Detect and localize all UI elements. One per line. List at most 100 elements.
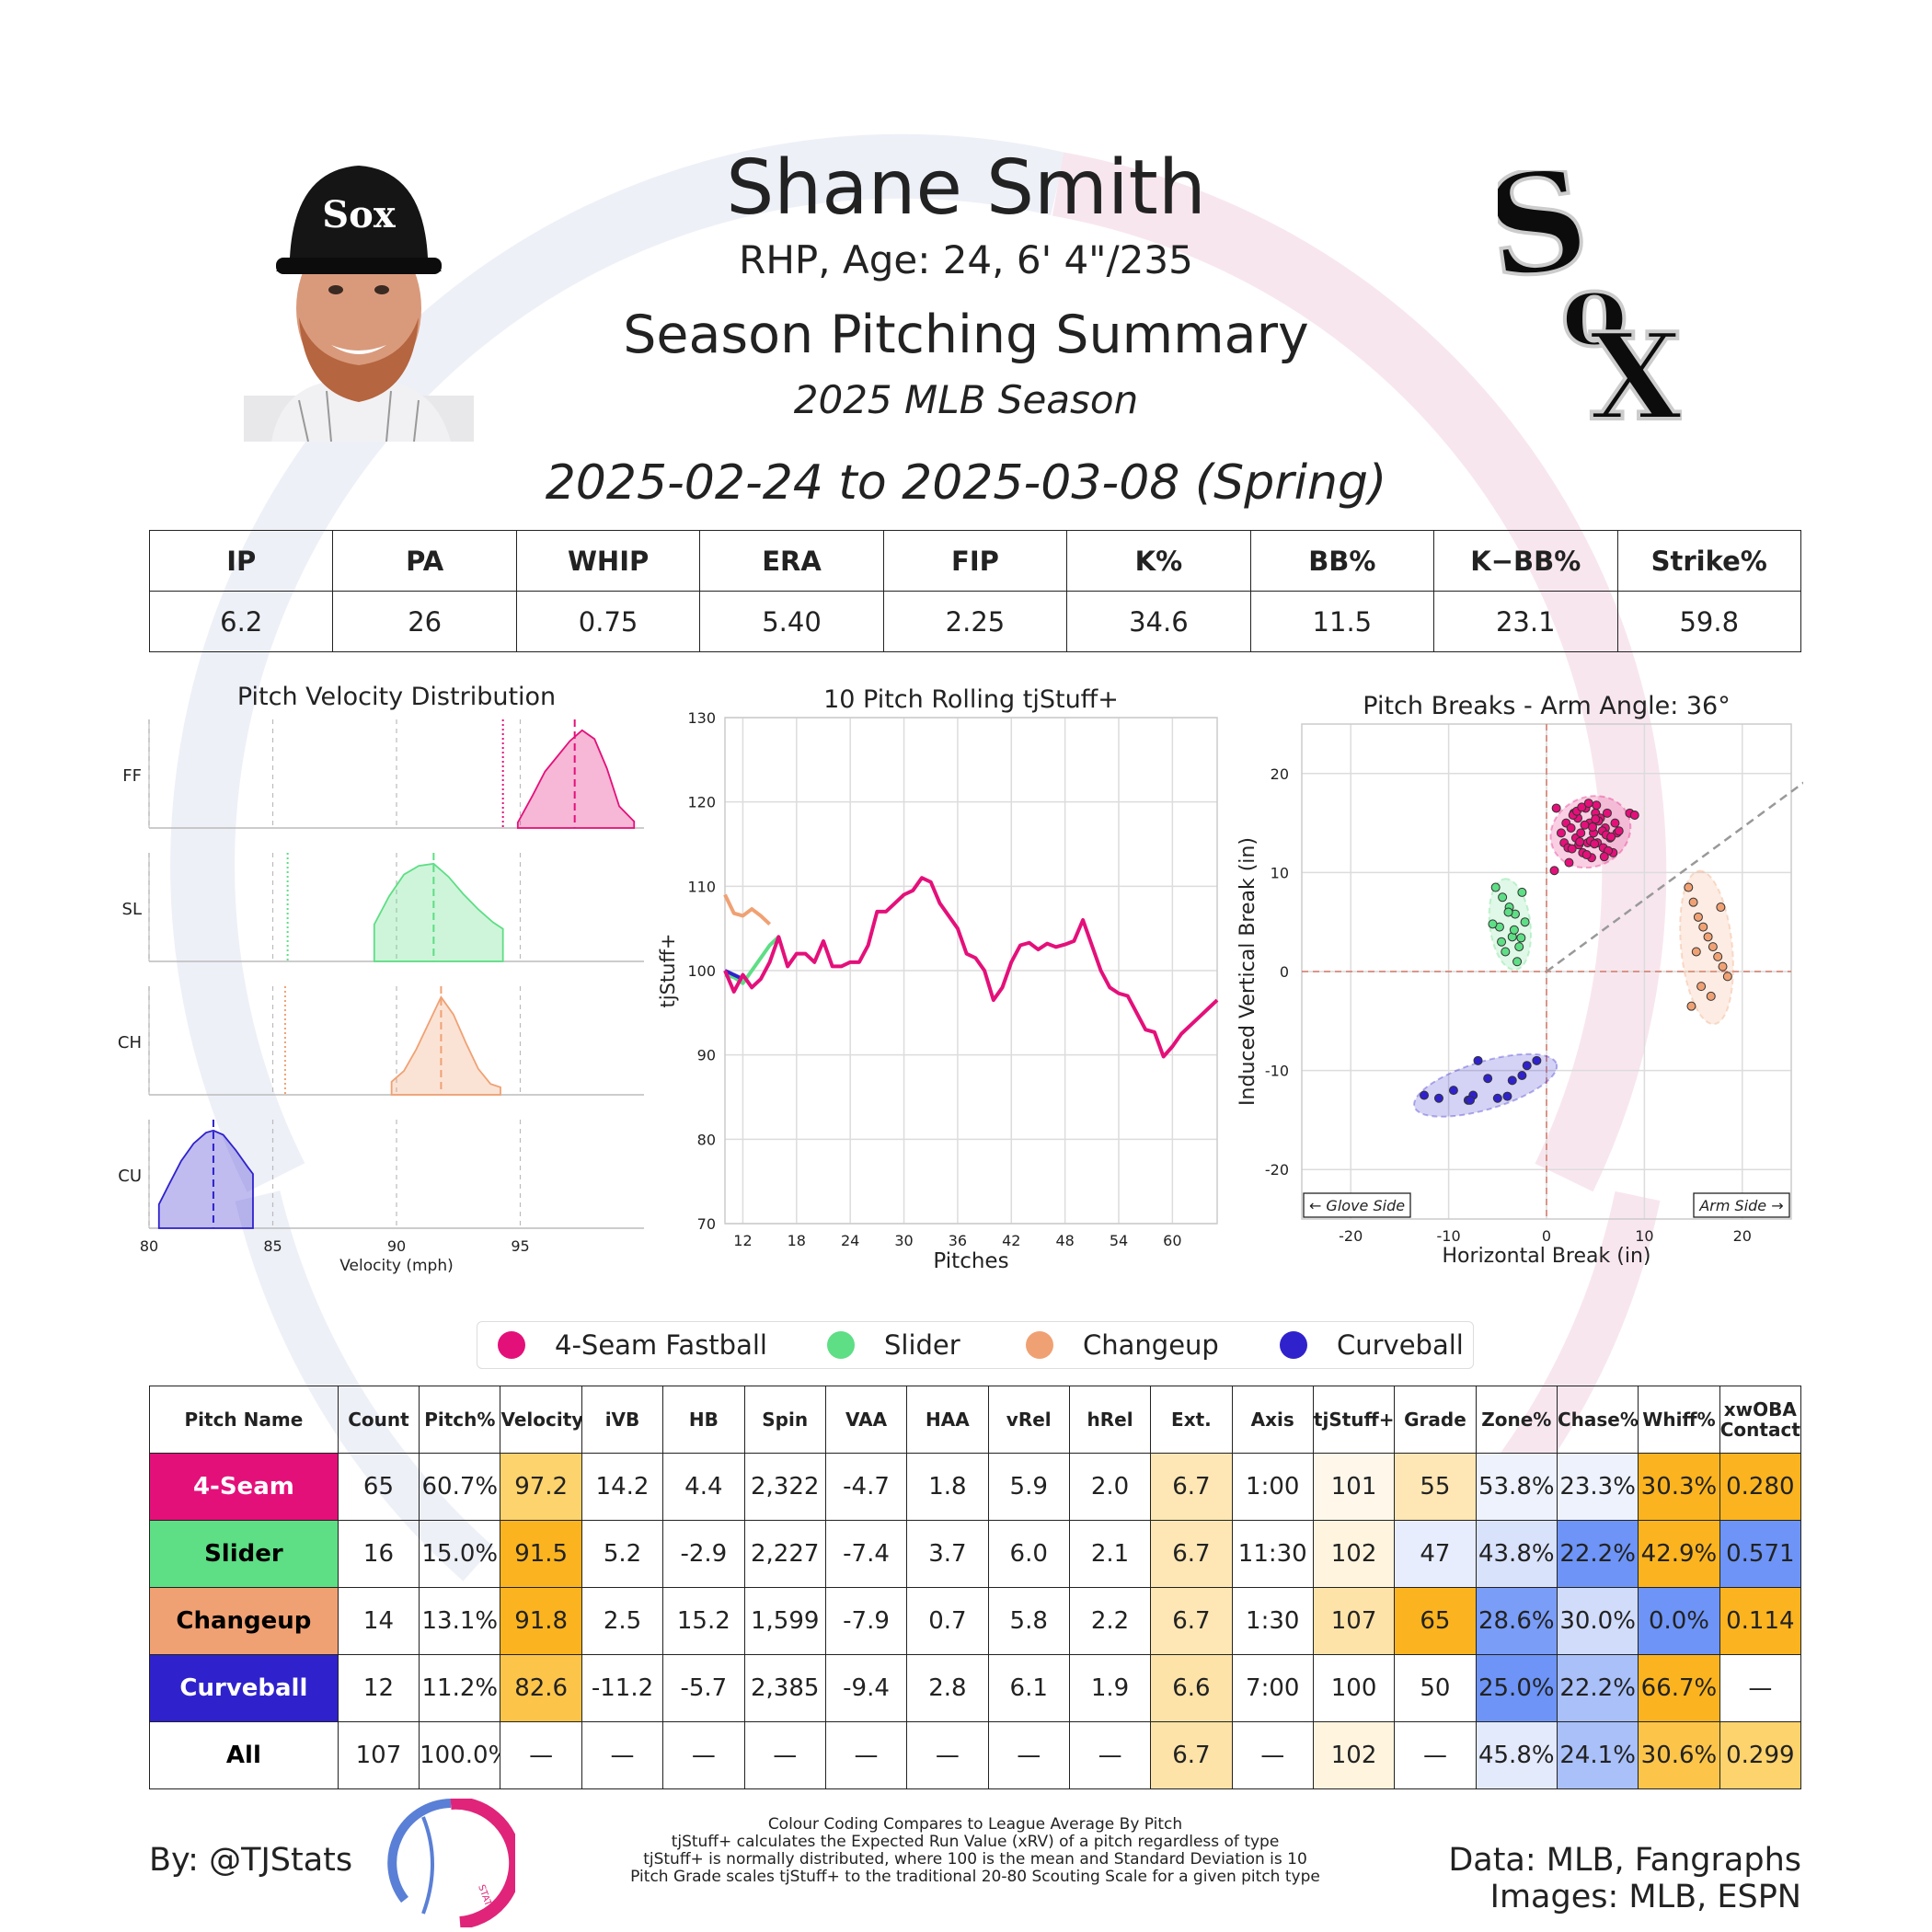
x-axis-label: Velocity (mph): [339, 1257, 453, 1275]
svg-text:X: X: [1590, 306, 1682, 428]
y-tick-label: 80: [697, 1131, 716, 1148]
pitch-cluster-ellipse: [1413, 1052, 1558, 1118]
x-tick-label: 18: [788, 1232, 806, 1249]
table-cell: 6.7: [1150, 1453, 1233, 1521]
table-cell: 97.2: [500, 1453, 582, 1521]
break-point: [1517, 1070, 1527, 1080]
table-cell: -9.4: [824, 1654, 908, 1722]
arsenal-header-cell: Chase%: [1556, 1386, 1639, 1454]
svg-text:o: o: [1560, 250, 1627, 369]
break-point: [1602, 808, 1612, 818]
arsenal-header-cell: iVB: [581, 1386, 664, 1454]
arm-angle-line: [1546, 781, 1803, 973]
legend-dot: [1026, 1331, 1053, 1359]
table-cell: -2.9: [662, 1520, 745, 1588]
table-cell: -7.9: [824, 1587, 908, 1655]
table-cell: 66.7%: [1638, 1654, 1720, 1722]
rolling-line: [724, 935, 780, 985]
pitch-legend: 4-Seam Fastball Slider Changeup Curvebal…: [477, 1321, 1474, 1369]
data-sources: Data: MLB, Fangraphs Images: MLB, ESPN: [1448, 1842, 1801, 1915]
break-point: [1629, 810, 1639, 820]
chart-title: 10 Pitch Rolling tjStuff+: [823, 685, 1119, 714]
annotation-box: [1303, 1192, 1411, 1218]
stats-header-cell: FIP: [882, 530, 1068, 592]
table-row: Curveball 12 11.2% 82.6 -11.2 -5.7 2,385 -9.4 2.…: [149, 1654, 1802, 1722]
table-cell: 42.9%: [1638, 1520, 1720, 1588]
table-cell: 6.1: [987, 1654, 1070, 1722]
table-cell: 100.0%: [419, 1721, 501, 1789]
annotation-box: [1693, 1192, 1790, 1218]
break-point: [1583, 799, 1593, 809]
density-area: [390, 995, 501, 1096]
break-point: [1606, 832, 1616, 842]
break-point: [1420, 1090, 1429, 1100]
panel-label: CU: [118, 1167, 142, 1186]
table-cell: 2,322: [743, 1453, 826, 1521]
pitch-name-cell: Slider: [149, 1520, 339, 1588]
table-cell: 14: [337, 1587, 420, 1655]
break-point: [1718, 961, 1728, 972]
table-cell: 24.1%: [1556, 1721, 1639, 1789]
table-cell: —: [743, 1721, 826, 1789]
break-point: [1564, 857, 1574, 868]
break-point: [1716, 903, 1726, 913]
player-headshot-icon: Sox: [244, 166, 474, 442]
rolling-line: [723, 876, 1219, 1059]
break-point: [1490, 882, 1501, 892]
break-point: [1566, 822, 1576, 833]
table-cell: 22.2%: [1556, 1654, 1639, 1722]
arsenal-header-cell: xwOBA Contact: [1719, 1386, 1802, 1454]
y-axis-label: tjStuff+: [658, 933, 679, 1007]
table-cell: 25.0%: [1475, 1654, 1558, 1722]
y-tick-label: 20: [1271, 765, 1289, 783]
arsenal-header-cell: HB: [662, 1386, 745, 1454]
stats-value-cell: 5.40: [699, 591, 884, 652]
break-point: [1501, 947, 1511, 957]
break-point: [1580, 820, 1590, 830]
legend-item-slider: Slider: [827, 1322, 960, 1368]
table-cell: 43.8%: [1475, 1520, 1558, 1588]
table-cell: 102: [1312, 1520, 1396, 1588]
table-cell: 22.2%: [1556, 1520, 1639, 1588]
arsenal-header-cell: VAA: [824, 1386, 908, 1454]
stats-value-cell: 26: [332, 591, 517, 652]
stats-value-cell: 6.2: [148, 591, 334, 652]
x-tick-label: 24: [841, 1232, 859, 1249]
break-point: [1708, 942, 1718, 952]
break-point: [1722, 972, 1732, 982]
table-row: Slider 16 15.0% 91.5 5.2 -2.9 2,227 -7.4 3.7 6.0 2…: [149, 1520, 1802, 1588]
x-axis-label: Pitches: [933, 1249, 1008, 1273]
stats-header-cell: K%: [1066, 530, 1251, 592]
break-point: [1516, 933, 1526, 943]
data-source-line: Data: MLB, Fangraphs: [1448, 1842, 1801, 1879]
y-tick-label: 100: [687, 962, 716, 980]
legend-dot: [1280, 1331, 1307, 1359]
table-cell: -4.7: [824, 1453, 908, 1521]
stats-header-cell: ERA: [699, 530, 884, 592]
table-cell: 82.6: [500, 1654, 582, 1722]
break-point: [1551, 803, 1561, 813]
table-cell: —: [1231, 1721, 1314, 1789]
stats-header-cell: K−BB%: [1433, 530, 1618, 592]
stats-value-cell: 0.75: [515, 591, 701, 652]
y-tick-label: 130: [687, 709, 716, 727]
y-tick-label: 0: [1280, 963, 1289, 981]
break-point: [1581, 850, 1592, 860]
table-cell: 2.0: [1068, 1453, 1152, 1521]
y-tick-label: -20: [1265, 1161, 1289, 1179]
table-cell: 6.7: [1150, 1520, 1233, 1588]
break-point: [1567, 844, 1577, 854]
footer-note: Colour Coding Compares to League Average…: [767, 1815, 1183, 1834]
x-tick-label: 12: [733, 1232, 752, 1249]
table-cell: 102: [1312, 1721, 1396, 1789]
table-cell: —: [581, 1721, 664, 1789]
table-cell: 0.280: [1719, 1453, 1802, 1521]
table-cell: 0.7: [906, 1587, 989, 1655]
panel-label: CH: [118, 1033, 142, 1052]
player-name: Shane Smith: [726, 144, 1206, 232]
stats-header-cell: WHIP: [515, 530, 701, 592]
break-point: [1592, 800, 1602, 811]
table-cell: 91.8: [500, 1587, 582, 1655]
y-tick-label: -10: [1265, 1063, 1289, 1080]
glove-side-annotation: ← Glove Side: [1303, 1192, 1411, 1218]
